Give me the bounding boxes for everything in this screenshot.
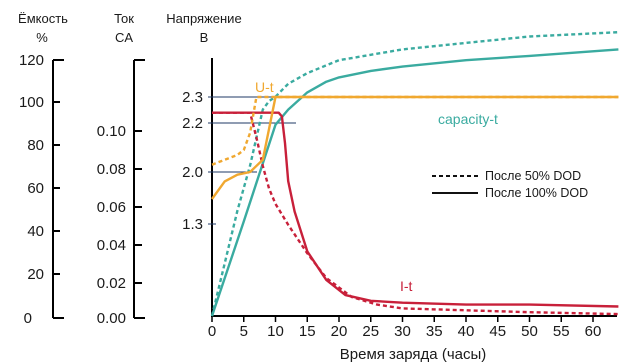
x-tick-label: 0 [208,323,216,340]
voltage-tick-label: 2.3 [182,89,203,106]
current-series-line-100-dod [212,111,619,308]
voltage-tick-label: 1.3 [182,216,203,233]
capacity-series-line-50-dod [210,31,619,317]
x-tick-label: 10 [267,323,284,340]
current-series-label: I-t [400,278,413,294]
x-tick-label: 5 [240,323,248,340]
x-tick-label: 45 [489,323,506,340]
capacity-tick-label: 100 [19,94,44,111]
current-tick-label: 0.08 [97,161,126,178]
x-tick-label: 55 [553,323,570,340]
x-tick-label: 50 [521,323,538,340]
capacity-tick-label: 0 [24,310,32,327]
current-axis [133,59,145,319]
voltage-tick-label: 2.0 [182,164,203,181]
capacity-series-line-100-dod [210,48,619,317]
x-tick-label: 25 [362,323,379,340]
x-axis-ticks: 0 5 10 15 20 25 30 35 40 45 50 55 60 [208,316,602,340]
voltage-tick-label: 2.2 [182,115,203,132]
series-layer [210,31,619,317]
legend-label-50-dod: После 50% DOD [485,169,581,183]
current-tick-label: 0.10 [97,123,126,140]
x-tick-label: 35 [426,323,443,340]
current-tick-label: 0.02 [97,275,126,292]
voltage-reference-lines [208,96,617,225]
capacity-tick-label: 80 [27,137,44,154]
capacity-series-label: capacity-t [438,111,498,127]
capacity-tick-label: 120 [19,52,44,69]
capacity-tick-label: 20 [27,266,44,283]
voltage-series-label: U-t [255,79,274,95]
legend-label-100-dod: После 100% DOD [485,186,588,200]
voltage-axis-unit: В [200,30,209,45]
capacity-axis-unit: % [36,30,48,45]
current-series-line-50-dod [212,111,619,316]
x-tick-label: 15 [299,323,316,340]
current-tick-label: 0.04 [97,237,126,254]
current-tick-label: 0.06 [97,199,126,216]
x-tick-label: 40 [458,323,475,340]
voltage-series-line-100-dod [211,95,619,200]
capacity-tick-label: 60 [27,180,44,197]
current-tick-label: 0.00 [97,310,126,327]
capacity-axis-title: Ёмкость [18,11,68,26]
voltage-axis-title: Напряжение [166,11,241,26]
current-axis-title: Ток [114,11,134,26]
capacity-axis [52,59,64,319]
x-tick-label: 20 [331,323,348,340]
x-tick-label: 60 [585,323,602,340]
x-tick-label: 30 [394,323,411,340]
capacity-tick-label: 40 [27,223,44,240]
x-axis-label: Время заряда (часы) [340,346,487,363]
current-axis-unit: CA [115,30,133,45]
legend: После 50% DOD После 100% DOD [432,169,588,200]
plot-frame [211,58,617,317]
voltage-series-line-50-dod [211,95,619,166]
